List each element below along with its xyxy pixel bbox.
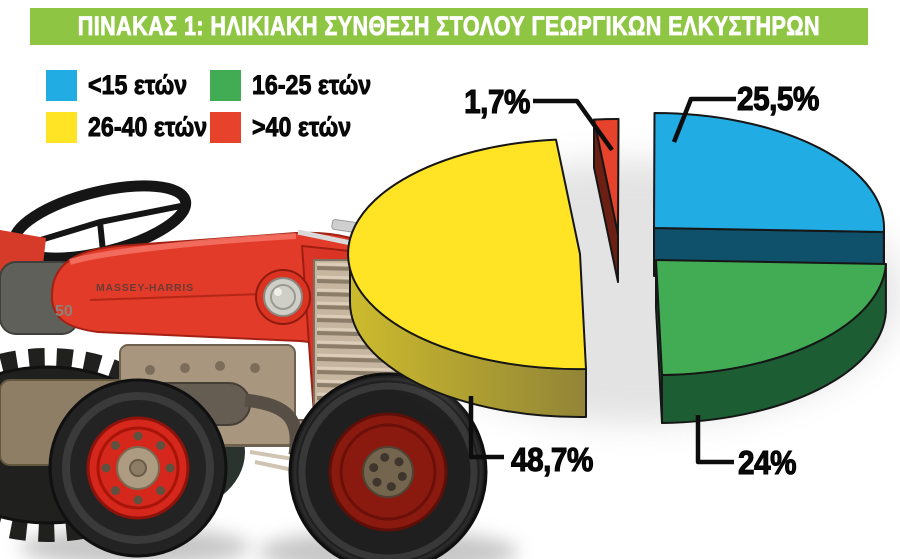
- leader-line-1: [695, 415, 734, 465]
- legend: <15 ετών 16-25 ετών 26-40 ετών >40 ετών: [46, 70, 391, 143]
- slice-label-16-25: 24%: [738, 443, 798, 481]
- tractor-brand-text: MASSEY-HARRIS: [96, 282, 194, 294]
- legend-swatch-3: [210, 112, 241, 143]
- left-wheel: [48, 378, 228, 558]
- legend-label-0: <15 ετών: [88, 70, 188, 101]
- legend-item-1: 16-25 ετών: [210, 70, 391, 101]
- pie-slice-1: [655, 259, 887, 424]
- legend-label-3: >40 ετών: [252, 112, 352, 143]
- slice-label-over40: 1,7%: [464, 82, 531, 120]
- tractor-model-text: 50: [55, 303, 73, 320]
- pie-slice-0: [653, 112, 886, 281]
- pie-slice-2: [347, 138, 587, 419]
- legend-swatch-0: [46, 70, 77, 101]
- legend-item-2: 26-40 ετών: [46, 112, 210, 143]
- slice-label-26-40: 48,7%: [511, 440, 594, 478]
- leader-line-0: [671, 96, 736, 143]
- legend-swatch-2: [46, 112, 77, 143]
- legend-item-0: <15 ετών: [46, 70, 210, 101]
- leader-line-2: [468, 396, 504, 460]
- legend-label-1: 16-25 ετών: [252, 70, 372, 101]
- front-wheel: [288, 372, 488, 559]
- legend-swatch-1: [210, 70, 241, 101]
- page-title: ΠΙΝΑΚΑΣ 1: ΗΛΙΚΙΑΚΗ ΣΥΝΘΕΣΗ ΣΤΟΛΟΥ ΓΕΩΡΓ…: [77, 11, 821, 42]
- leader-line-3: [533, 98, 614, 152]
- legend-item-3: >40 ετών: [210, 112, 391, 143]
- legend-label-2: 26-40 ετών: [88, 112, 208, 143]
- title-bar: ΠΙΝΑΚΑΣ 1: ΗΛΙΚΙΑΚΗ ΣΥΝΘΕΣΗ ΣΤΟΛΟΥ ΓΕΩΡΓ…: [30, 8, 868, 45]
- slice-label-under15: 25,5%: [737, 79, 820, 117]
- headlight: [255, 269, 311, 325]
